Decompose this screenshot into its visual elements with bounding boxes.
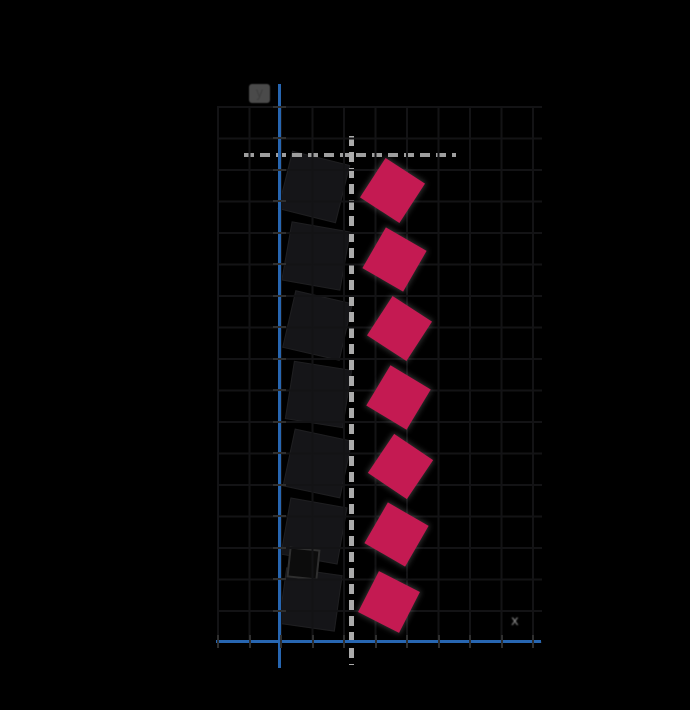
y-axis-tick: [272, 609, 286, 612]
red-square-marker: [363, 501, 429, 567]
dark-square-marker: [282, 428, 352, 498]
y-axis-tick: [272, 137, 286, 139]
x-axis-tick: [437, 634, 440, 648]
x-axis-tick: [217, 634, 219, 648]
y-axis-tick: [272, 546, 286, 549]
red-square-marker: [367, 433, 433, 499]
x-axis-tick: [280, 634, 282, 648]
y-axis-tick: [272, 389, 286, 391]
x-axis-tick: [469, 634, 471, 648]
y-axis-line: [278, 84, 281, 668]
x-axis-tick: [406, 634, 408, 648]
x-axis-tick: [248, 634, 251, 648]
y-axis-tick: [272, 515, 286, 517]
x-axis-tick: [500, 634, 503, 648]
y-axis-label-text: y: [255, 86, 264, 101]
x-axis-tick: [374, 634, 377, 648]
x-axis-line: [216, 640, 541, 643]
y-axis-tick: [272, 168, 286, 171]
outlined-dark-square-marker: [285, 545, 321, 581]
red-square-marker: [366, 295, 432, 361]
dark-square-marker: [277, 150, 351, 224]
y-axis-label: y: [249, 84, 270, 103]
y-axis-tick: [272, 326, 286, 328]
x-axis-tick: [532, 634, 534, 648]
dark-square-marker: [284, 360, 352, 428]
dark-square-marker: [281, 289, 353, 361]
red-square-marker: [361, 226, 427, 292]
x-axis-tick: [343, 634, 345, 648]
y-axis-tick: [272, 105, 286, 108]
dark-square-marker: [281, 221, 351, 291]
y-axis-tick: [272, 200, 286, 202]
y-axis-tick: [272, 452, 286, 454]
red-square-marker: [358, 571, 420, 633]
red-square-marker: [365, 364, 431, 430]
y-axis-tick: [272, 578, 286, 580]
x-axis-label: x: [511, 614, 519, 629]
dashed-vertical-guide: [349, 136, 354, 665]
y-axis-tick: [272, 420, 286, 423]
y-axis-tick: [272, 294, 286, 297]
y-axis-tick: [272, 483, 286, 486]
y-axis-tick: [272, 357, 286, 360]
x-axis-tick: [311, 634, 314, 648]
y-axis-tick: [272, 263, 286, 265]
red-square-marker: [359, 157, 425, 223]
y-axis-tick: [272, 231, 286, 234]
